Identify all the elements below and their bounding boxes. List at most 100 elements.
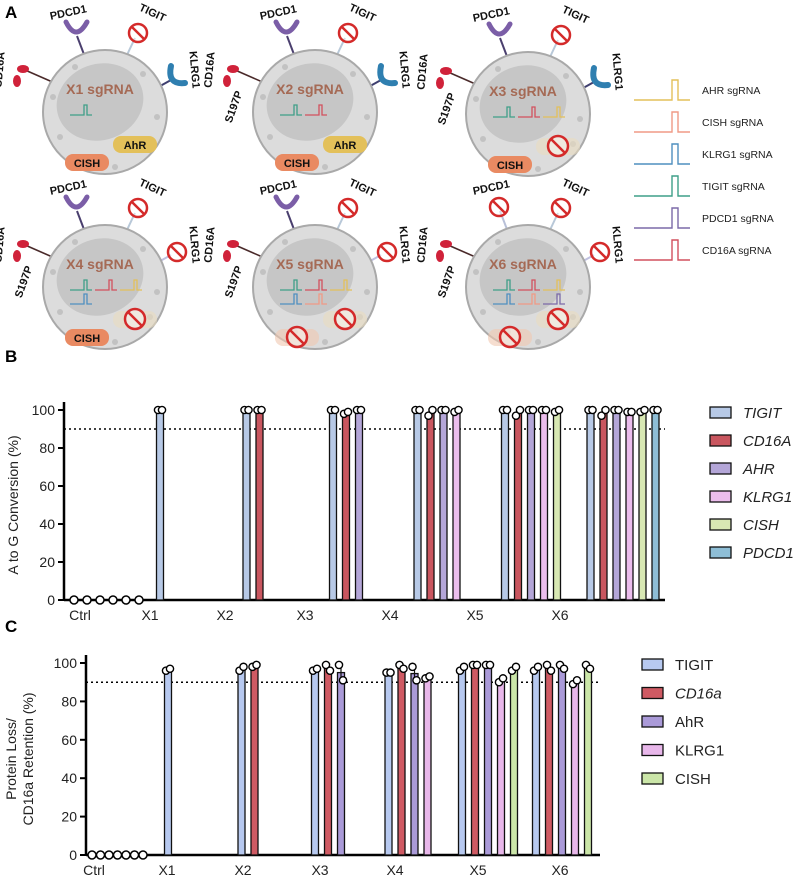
data-point (627, 407, 636, 417)
data-point (312, 664, 322, 674)
bar-cd16a-x4 (426, 412, 435, 601)
data-point (121, 850, 131, 860)
sgrna-trace (305, 279, 327, 291)
bar-tigit-x5 (500, 409, 510, 601)
data-point (138, 850, 148, 860)
sgrna-icon (634, 175, 690, 197)
y-tick-label: 0 (47, 592, 55, 608)
bar-klrg1-x6 (570, 681, 580, 856)
sgrna-trace (280, 104, 302, 116)
pdcd1-receptor (63, 19, 90, 35)
pdcd1-receptor (273, 19, 300, 35)
cish-protein (488, 156, 532, 173)
cish-label: CISH (74, 158, 100, 170)
sgrna-trace (120, 279, 142, 291)
sgrna-trace (330, 279, 352, 291)
sgrna-legend-item: PDCD1 sgRNA (634, 207, 774, 229)
data-point (485, 660, 495, 670)
x-tick-label: Ctrl (83, 862, 105, 878)
data-point (585, 664, 595, 674)
cd16a-mutation-label: S197P (436, 264, 459, 299)
pdcd1-label: PDCD1 (472, 5, 511, 24)
data-point (459, 662, 469, 672)
data-point (546, 666, 556, 675)
bar-ahr-x5 (483, 664, 493, 856)
pdcd1-label: PDCD1 (259, 3, 298, 22)
bar-tigit-x2 (237, 668, 246, 856)
sgrna-legend-label: CD16A sgRNA (702, 245, 771, 257)
cd16a-mutation-label: S197P (223, 264, 246, 299)
x-tick-label: X1 (158, 862, 175, 878)
cd16a-label: CD16A (202, 226, 217, 263)
data-point (653, 405, 662, 415)
data-point (134, 595, 144, 605)
data-point (343, 407, 353, 417)
klrg1-label: KLRG1 (396, 51, 411, 89)
bar-cd16a-x2 (255, 409, 264, 601)
bar-klrg1-x5 (496, 679, 506, 856)
data-point (87, 850, 97, 860)
data-point (559, 664, 569, 674)
data-point (542, 660, 552, 670)
bar-tigit-x4 (413, 409, 422, 601)
data-point (325, 666, 335, 675)
sgrna-trace (543, 279, 565, 291)
cd16a-receptor (17, 65, 29, 73)
x-tick-label: X3 (311, 862, 328, 878)
sgrna-legend-item: CD16A sgRNA (634, 239, 771, 261)
cish-protein (65, 329, 109, 346)
data-point (112, 850, 123, 860)
legend-label: KLRG1 (743, 489, 792, 506)
y-axis-label: Protein Loss/ (3, 718, 19, 800)
data-point (330, 405, 340, 415)
y-tick-label: 0 (69, 847, 77, 863)
legend-label: AhR (675, 714, 704, 731)
sgrna-trace (518, 279, 540, 291)
x-tick-label: X6 (551, 607, 568, 623)
pdcd1-label: PDCD1 (472, 178, 511, 197)
tigit-label: TIGIT (560, 177, 591, 200)
ahr-label: AhR (334, 140, 357, 152)
klrg1-label: KLRG1 (186, 226, 201, 264)
sgrna-icon (634, 239, 690, 261)
sgrna-trace (543, 106, 565, 118)
data-point (541, 405, 551, 415)
ahr-label: AhR (124, 140, 147, 152)
nucleus (266, 63, 354, 141)
data-point (408, 662, 417, 672)
nucleus (56, 238, 144, 316)
legend-item-cish: CISH (709, 517, 779, 534)
bar-klrg1-x6 (625, 411, 634, 601)
bar-cd16a-x6 (544, 667, 554, 856)
bar-cd16a-x2 (250, 665, 259, 856)
sgrna-icon (634, 207, 690, 229)
bar-klrg1-x4 (423, 676, 432, 856)
bar-tigit-x1 (155, 409, 165, 601)
y-axis-label: CD16a Retention (%) (20, 692, 36, 825)
sgrna-legend-item: CISH sgRNA (634, 111, 763, 133)
cd16a-receptor (227, 65, 239, 73)
cish-label: CISH (74, 333, 100, 345)
bar-ahr-x3 (354, 409, 364, 601)
bar-ahr-x4 (439, 409, 448, 601)
sgrna-legend-item: KLRG1 sgRNA (634, 143, 773, 165)
legend-item-cd16a: CD16a (641, 686, 722, 703)
data-point (356, 405, 366, 415)
legend-swatch (641, 686, 664, 700)
cd16a-label: CD16A (415, 226, 430, 263)
pdcd1-label: PDCD1 (49, 178, 88, 197)
cd16a-mutation-label: S197P (13, 264, 36, 299)
data-point (244, 405, 253, 415)
data-point (601, 405, 610, 415)
tigit-label: TIGIT (137, 177, 168, 200)
bar-tigit-x3 (310, 669, 320, 856)
bar-tigit-x2 (242, 409, 251, 601)
cd16a-mutation-label: S197P (223, 89, 246, 124)
legend-swatch (709, 546, 732, 559)
y-tick-label: 40 (39, 516, 55, 532)
y-axis-label: A to G Conversion (%) (5, 435, 21, 574)
sgrna-trace (518, 293, 540, 305)
data-point (95, 850, 106, 860)
cell-4: X4 sgRNA PDCD1 TIGIT KLRG1 CD16A S197P CISH (0, 177, 202, 350)
knockout-icon (589, 241, 611, 263)
